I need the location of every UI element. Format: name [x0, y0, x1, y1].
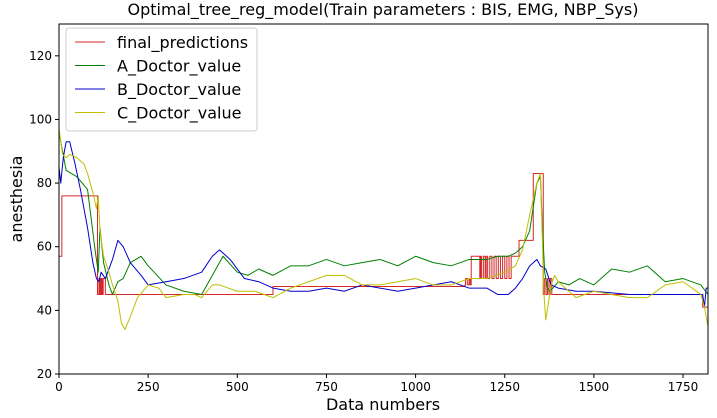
x-axis-label: Data numbers	[326, 395, 440, 414]
x-tick-label: 1000	[400, 380, 431, 394]
legend-entry: B_Doctor_value	[117, 80, 241, 100]
series-line-c-doctor-value	[59, 128, 708, 330]
y-tick-label: 60	[37, 240, 52, 254]
legend-entry: final_predictions	[117, 33, 248, 53]
x-axis-ticks: 0 250 500 750 1000 1250 1500 1750	[55, 374, 698, 394]
x-tick-label: 250	[137, 380, 160, 394]
legend-entry: C_Doctor_value	[117, 104, 241, 124]
x-tick-label: 1750	[668, 380, 699, 394]
x-tick-label: 1500	[579, 380, 610, 394]
x-tick-label: 0	[55, 380, 63, 394]
y-tick-label: 40	[37, 303, 52, 317]
x-tick-label: 1250	[489, 380, 520, 394]
chart-title: Optimal_tree_reg_model(Train parameters …	[128, 0, 639, 20]
y-axis-ticks: 20 40 60 80 100 120	[29, 49, 59, 381]
legend-box	[65, 27, 258, 132]
series-line-final-predictions	[59, 173, 708, 308]
legend-entry: A_Doctor_value	[117, 57, 241, 77]
series-line-a-doctor-value	[59, 132, 708, 295]
series-layer	[59, 128, 708, 330]
y-tick-label: 20	[37, 367, 52, 381]
y-tick-label: 120	[29, 49, 52, 63]
x-tick-label: 500	[226, 380, 249, 394]
plot-frame	[58, 23, 709, 375]
y-tick-label: 100	[29, 112, 52, 126]
y-tick-label: 80	[37, 176, 52, 190]
series-line-b-doctor-value	[59, 141, 708, 308]
x-tick-label: 750	[315, 380, 338, 394]
y-axis-label: anesthesia	[7, 156, 26, 243]
legend: final_predictions A_Doctor_value B_Doctor_…	[65, 27, 258, 132]
